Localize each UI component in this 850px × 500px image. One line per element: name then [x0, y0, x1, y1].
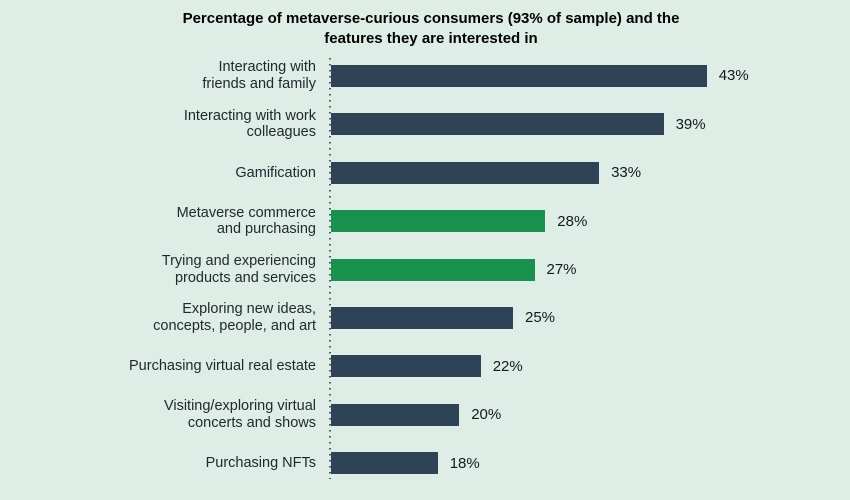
bar-row: Interacting with friends and family 43%	[0, 52, 850, 100]
bar	[331, 161, 600, 184]
bar-area: 22%	[331, 355, 523, 378]
category-label: Interacting with work colleagues	[183, 107, 316, 141]
bar-row: Visiting/exploring virtual concerts and s…	[0, 391, 850, 439]
category-axis-line	[329, 58, 331, 479]
bar-row: Metaverse commerce and purchasing 28%	[0, 197, 850, 245]
value-label: 20%	[471, 406, 502, 424]
chart-title: Percentage of metaverse-curious consumer…	[12, 9, 850, 48]
bar-row: Interacting with work colleagues 39%	[0, 100, 850, 148]
bar-area: 20%	[331, 403, 502, 426]
value-label: 43%	[718, 67, 749, 85]
bar	[331, 452, 438, 475]
bar-area: 28%	[331, 210, 588, 233]
bar-row: Purchasing NFTs 18%	[0, 439, 850, 487]
category-label: Trying and experiencing products and serv…	[161, 253, 316, 286]
bar-row: Gamification 33%	[0, 149, 850, 197]
category-label: Gamification	[235, 164, 316, 181]
category-label: Purchasing NFTs	[205, 454, 316, 471]
bar-area: 25%	[331, 306, 556, 329]
category-label: Interacting with friends and family	[202, 59, 316, 92]
bar-area: 43%	[331, 64, 749, 87]
bar-row: Purchasing virtual real estate 22%	[0, 342, 850, 390]
bar-area: 27%	[331, 258, 577, 281]
bar	[331, 306, 513, 329]
bar-area: 33%	[331, 161, 642, 184]
category-label: Exploring new ideas, concepts, people, an…	[153, 301, 316, 334]
bar-area: 39%	[331, 113, 706, 136]
bar	[331, 403, 460, 426]
value-label: 18%	[449, 454, 480, 472]
value-label: 22%	[492, 357, 523, 375]
chart-title-line-2: features they are interested in	[324, 29, 538, 47]
bar	[331, 113, 664, 136]
bar	[331, 64, 707, 87]
category-label: Purchasing virtual real estate	[129, 358, 316, 375]
chart-title-line-1: Percentage of metaverse-curious consumer…	[182, 10, 680, 27]
bar-rows: Interacting with friends and family 43% Int…	[0, 52, 850, 488]
bar	[331, 210, 546, 233]
value-label: 33%	[611, 164, 642, 182]
bar-area: 18%	[331, 452, 480, 475]
value-label: 27%	[546, 261, 577, 279]
value-label: 39%	[675, 115, 706, 133]
bar-row: Exploring new ideas, concepts, people, an…	[0, 294, 850, 342]
category-label: Visiting/exploring virtual concerts and s…	[163, 398, 316, 431]
bar	[331, 258, 535, 281]
bar-row: Trying and experiencing products and serv…	[0, 245, 850, 293]
value-label: 25%	[525, 309, 556, 327]
value-label: 28%	[557, 212, 588, 230]
category-label: Metaverse commerce and purchasing	[176, 204, 316, 238]
bar	[331, 355, 481, 378]
